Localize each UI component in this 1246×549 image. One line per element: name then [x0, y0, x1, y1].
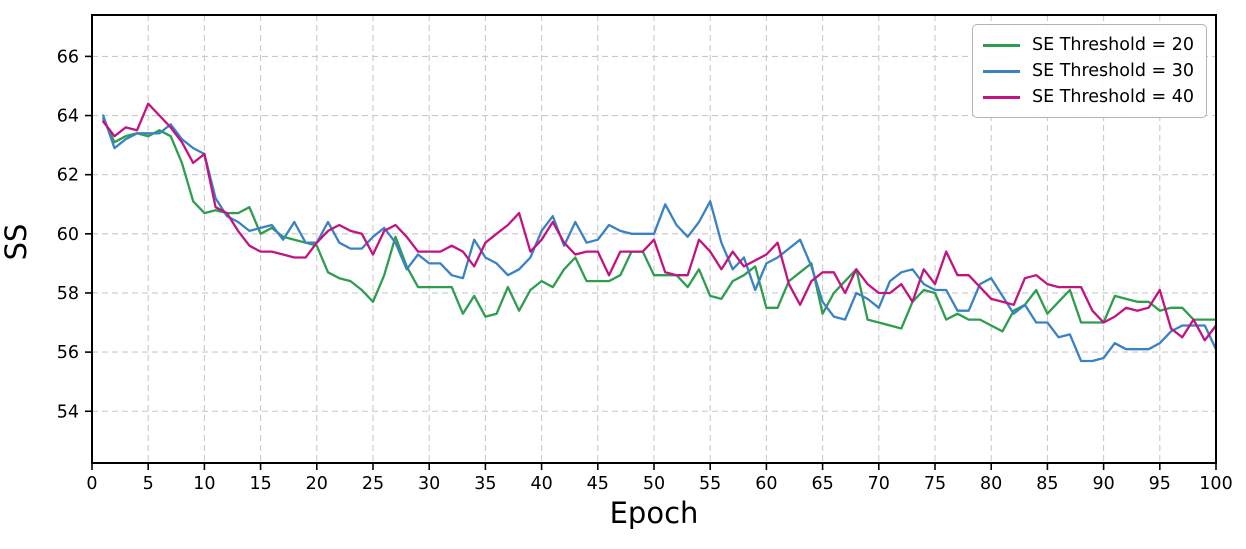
x-axis-label: Epoch: [609, 496, 699, 530]
y-tick-label: 62: [57, 166, 79, 186]
x-tick-label: 15: [249, 474, 271, 494]
legend-line-swatch-blue: [982, 69, 1020, 73]
x-tick-label: 70: [868, 474, 890, 494]
x-tick-label: 65: [811, 474, 833, 494]
y-tick-label: 58: [57, 284, 79, 304]
legend-item-se20: SE Threshold = 20: [982, 32, 1194, 58]
x-tick-label: 0: [86, 474, 97, 494]
legend-item-se30: SE Threshold = 30: [982, 58, 1194, 84]
y-tick-label: 54: [57, 402, 79, 422]
x-tick-label: 60: [755, 474, 777, 494]
legend: SE Threshold = 20 SE Threshold = 30 SE T…: [971, 24, 1207, 118]
y-tick-label: 64: [57, 107, 79, 127]
x-tick-label: 20: [306, 474, 328, 494]
legend-item-se40: SE Threshold = 40: [982, 84, 1194, 110]
x-tick-label: 85: [1036, 474, 1058, 494]
x-tick-label: 35: [474, 474, 496, 494]
x-tick-label: 50: [643, 474, 665, 494]
x-tick-label: 55: [699, 474, 721, 494]
legend-label: SE Threshold = 20: [1031, 35, 1194, 55]
x-tick-label: 25: [362, 474, 384, 494]
x-tick-label: 75: [924, 474, 946, 494]
y-tick-label: 60: [57, 225, 79, 245]
series-line-1: [102, 114, 1218, 363]
x-tick-label: 5: [143, 474, 154, 494]
y-tick-label: 66: [57, 47, 79, 67]
x-tick-label: 30: [418, 474, 440, 494]
x-tick-label: 45: [587, 474, 609, 494]
legend-line-swatch-magenta: [982, 95, 1020, 99]
legend-line-swatch-green: [982, 43, 1020, 47]
series-line-0: [102, 117, 1218, 333]
x-tick-label: 90: [1092, 474, 1114, 494]
x-tick-label: 80: [980, 474, 1002, 494]
y-axis-label: SS: [0, 223, 33, 261]
x-tick-label: 95: [1149, 474, 1171, 494]
x-tick-label: 40: [530, 474, 552, 494]
y-tick-label: 56: [57, 343, 79, 363]
x-tick-label: 10: [193, 474, 215, 494]
legend-label: SE Threshold = 40: [1031, 87, 1194, 107]
series-line-2: [102, 102, 1218, 342]
x-tick-label: 100: [1199, 474, 1232, 494]
legend-label: SE Threshold = 30: [1031, 61, 1194, 81]
